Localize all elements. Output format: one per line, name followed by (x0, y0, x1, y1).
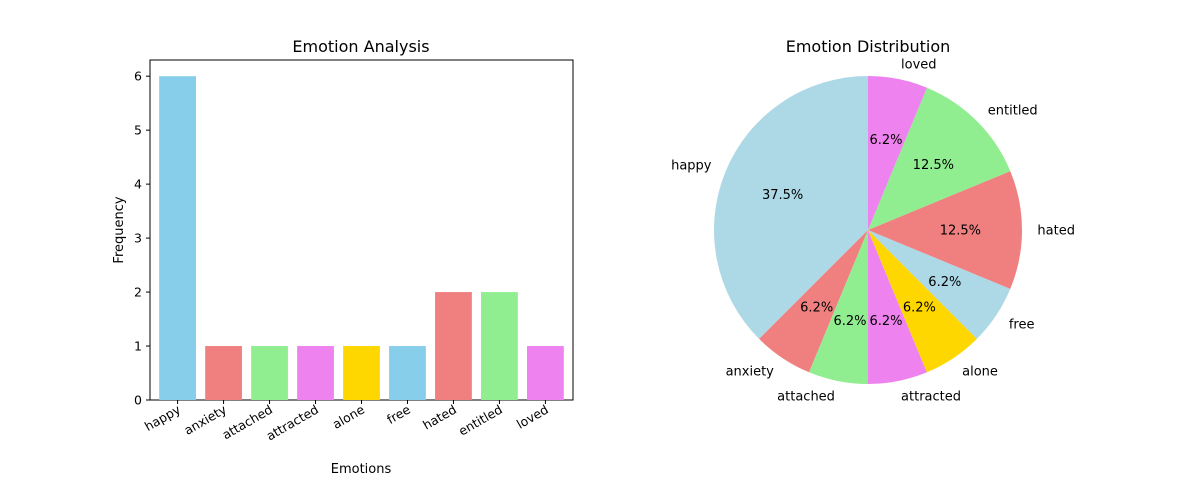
pie-percent-label: 6.2% (870, 314, 903, 329)
pie-chart: Emotion Distribution 37.5% happy 6.2% anxie… (671, 37, 1075, 405)
pie-slice-attracted (868, 230, 927, 384)
pie-slice-hated (868, 171, 1022, 289)
pie-chart-title: Emotion Distribution (786, 37, 951, 56)
bar-entitled (481, 292, 518, 400)
pie-label-free: free (1009, 318, 1035, 333)
pie-label-entitled: entitled (988, 104, 1038, 119)
pie-percent-label: 6.2% (928, 275, 961, 290)
pie-percent-label: 12.5% (940, 224, 981, 239)
pie-plot-area: 37.5% happy 6.2% anxiety 6.2% attached 6.2% att… (671, 57, 1075, 404)
pie-label-happy: happy (671, 159, 712, 174)
pie-percent-label: 6.2% (870, 133, 903, 148)
pie-label-loved: loved (901, 57, 937, 72)
pie-label-hated: hated (1037, 224, 1075, 239)
pie-percent-label: 6.2% (833, 314, 866, 329)
pie-slice-free (868, 230, 1011, 339)
pie-percent-label: 37.5% (762, 188, 803, 203)
bar-happy (159, 76, 196, 400)
y-tick-label: 3 (134, 231, 142, 246)
bar-chart-title: Emotion Analysis (292, 37, 429, 56)
bar-chart-xlabel: Emotions (331, 462, 392, 477)
y-tick-label: 1 (134, 339, 142, 354)
pie-slice-alone (868, 230, 977, 373)
y-tick-label: 4 (134, 177, 142, 192)
bar-hated (435, 292, 472, 400)
pie-slice-anxiety (759, 230, 868, 373)
pie-label-alone: alone (962, 364, 998, 379)
pie-slice-entitled (868, 87, 1011, 230)
bar-chart-ylabel: Frequency (112, 196, 127, 263)
pie-label-anxiety: anxiety (726, 364, 775, 379)
y-tick-label: 2 (134, 285, 142, 300)
pie-percent-label: 6.2% (800, 300, 833, 315)
bar-loved (527, 346, 564, 400)
bar-attracted (297, 346, 334, 400)
bar-free (389, 346, 426, 400)
pie-slice-attached (809, 230, 868, 384)
bar-anxiety (205, 346, 242, 400)
pie-percent-label: 6.2% (903, 300, 936, 315)
y-tick-label: 6 (134, 69, 142, 84)
pie-slice-loved (868, 76, 927, 230)
bar-alone (343, 346, 380, 400)
pie-percent-label: 12.5% (913, 158, 954, 173)
pie-slice-happy (713, 76, 868, 339)
pie-label-attracted: attracted (901, 390, 961, 405)
y-tick-label: 0 (134, 393, 142, 408)
bar-attached (251, 346, 288, 400)
y-tick-label: 5 (134, 123, 142, 138)
pie-label-attached: attached (777, 390, 835, 405)
